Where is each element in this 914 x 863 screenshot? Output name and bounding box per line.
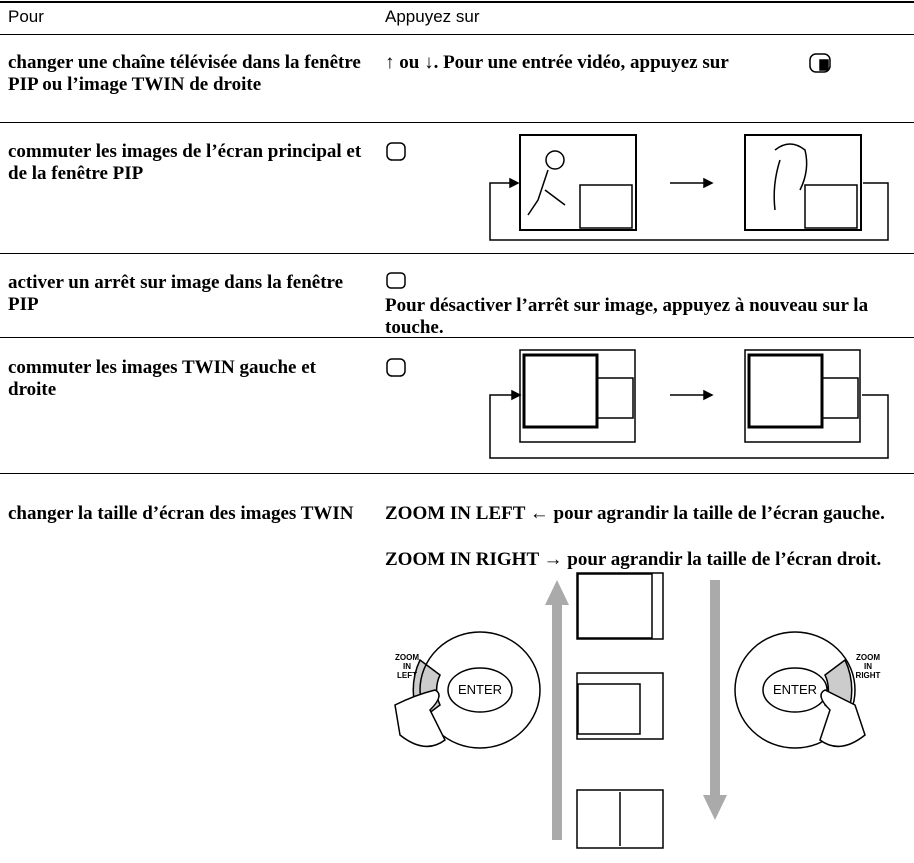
row-text: Pour désactiver l’arrêt sur image, appuy… <box>385 295 869 338</box>
row-text: commuter les images TWIN gauche et droit… <box>8 357 316 400</box>
icon <box>809 53 831 73</box>
icon <box>819 59 829 71</box>
screen <box>576 572 664 640</box>
rule <box>0 1 914 3</box>
rule <box>0 337 914 338</box>
arrow <box>511 389 522 401</box>
arrow-down <box>703 795 727 820</box>
loop <box>489 182 889 241</box>
icon <box>386 358 406 377</box>
row-text: changer une chaîne télévisée dans la fen… <box>8 52 361 95</box>
arrow <box>703 177 714 189</box>
twin-left <box>577 683 641 735</box>
pip <box>579 184 633 229</box>
pip <box>804 184 858 229</box>
figure <box>773 143 808 211</box>
arrow <box>509 177 520 189</box>
twin-left <box>577 573 653 639</box>
zoom-label: IN <box>403 662 411 671</box>
row-text: commuter les images de l’écran principal… <box>8 141 362 184</box>
twin-right <box>596 377 634 419</box>
row-text: changer la taille d’écran des images TWI… <box>8 503 354 524</box>
icon <box>386 142 406 161</box>
button-label: ENTER <box>773 682 817 697</box>
button-label: ENTER <box>458 682 502 697</box>
zoom-label: IN <box>864 662 872 671</box>
zoom-label: LEFT <box>397 671 417 680</box>
row-text: activer un arrêt sur image dans la fenêt… <box>8 272 344 315</box>
screen <box>744 134 862 231</box>
loop <box>489 394 889 459</box>
rule <box>0 34 914 35</box>
arrow-up <box>545 580 569 605</box>
rule <box>0 122 914 123</box>
icon <box>386 272 406 289</box>
remote-right <box>734 631 866 749</box>
zoom-label: RIGHT <box>856 671 881 680</box>
twin-left <box>747 353 824 429</box>
screen <box>519 134 637 231</box>
zoom-label: ZOOM <box>395 653 419 662</box>
screen <box>576 672 664 740</box>
figure <box>545 150 565 170</box>
rule <box>0 253 914 254</box>
twin-right <box>821 377 859 419</box>
row-text: ZOOM IN RIGHT → pour agrandir la taille … <box>385 549 882 570</box>
row-text: ZOOM IN LEFT ← pour agrandir la taille d… <box>385 503 885 524</box>
figure <box>527 169 566 216</box>
twin-left <box>522 353 599 429</box>
arrow <box>703 389 714 401</box>
col-header: Appuyez sur <box>385 7 480 26</box>
rule <box>0 473 914 474</box>
screen <box>576 789 664 849</box>
remote-left <box>394 631 541 749</box>
row-text: ↑ ou ↓. Pour une entrée vidéo, appuyez s… <box>385 52 729 73</box>
screen <box>519 349 636 443</box>
zoom-label: ZOOM <box>856 653 880 662</box>
screen <box>744 349 861 443</box>
col-header: Pour <box>8 7 44 26</box>
